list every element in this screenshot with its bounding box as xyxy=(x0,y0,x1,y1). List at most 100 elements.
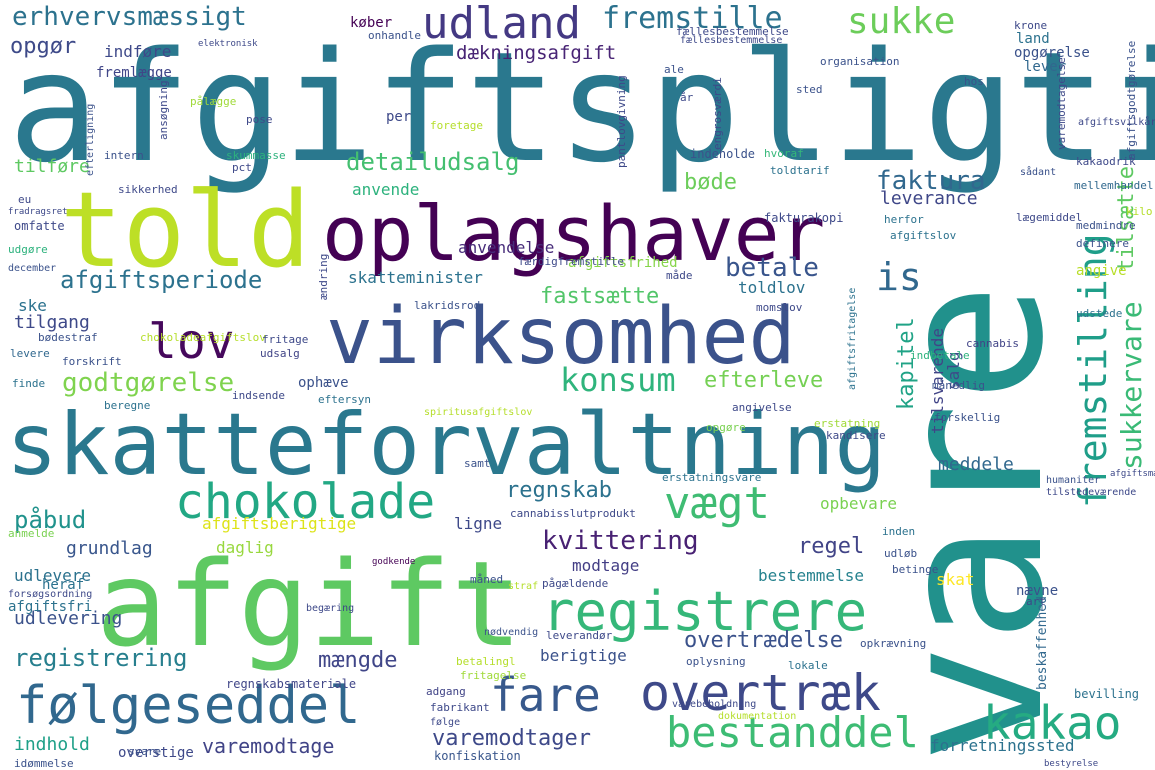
word: opkrævning xyxy=(860,637,927,650)
word: art xyxy=(1026,595,1046,608)
word: spiritusafgiftslov xyxy=(424,407,533,418)
word: regnskab xyxy=(506,478,612,503)
word: told xyxy=(60,169,311,291)
word: definere xyxy=(1076,237,1129,250)
word: cannabis xyxy=(966,337,1019,350)
word: kvittering xyxy=(542,526,699,556)
word: varemodtagelse xyxy=(1055,57,1068,150)
word: anmelde xyxy=(8,527,55,540)
word: registrere xyxy=(542,580,868,643)
word: varemodtage xyxy=(202,734,335,758)
word: sukkervare xyxy=(1115,301,1148,470)
word: følgeseddel xyxy=(16,676,361,736)
word: land xyxy=(1016,31,1050,47)
word: lokale xyxy=(788,659,828,672)
word: cannabisslutprodukt xyxy=(510,507,636,520)
word: per xyxy=(386,109,412,125)
word: forskrift xyxy=(62,355,122,368)
word: sikkerhed xyxy=(118,183,178,196)
word: konsum xyxy=(560,361,676,399)
word: efterleve xyxy=(704,368,824,393)
word: fritagelse xyxy=(460,669,527,682)
word: pålægge xyxy=(190,95,237,108)
word: organisation xyxy=(820,55,900,68)
word: sted xyxy=(796,83,823,96)
word: afgiftsmæssig xyxy=(1110,469,1155,479)
word: overtræk xyxy=(640,664,881,722)
word: dokumentation xyxy=(718,711,797,722)
word: bestanddel xyxy=(666,708,919,757)
word: pågældende xyxy=(542,577,609,590)
word: konfiskation xyxy=(434,749,521,763)
word: straf xyxy=(508,581,539,592)
word: ske xyxy=(18,296,47,315)
word: ophæve xyxy=(298,375,349,391)
word: udlevere xyxy=(14,566,92,585)
word: skummasse xyxy=(226,149,286,162)
word: indeholde xyxy=(690,147,756,161)
word: engrosværdi xyxy=(711,77,724,150)
word: foretage xyxy=(430,119,483,132)
word: år xyxy=(680,91,694,104)
word: momslov xyxy=(756,301,803,314)
word: leverance xyxy=(880,188,978,209)
word: tilgang xyxy=(14,312,90,333)
word: krone xyxy=(1014,19,1048,32)
word: bøde xyxy=(684,170,737,195)
word: grundlag xyxy=(66,538,153,559)
word: kandisere xyxy=(826,429,886,442)
word: intern xyxy=(104,149,144,162)
word: bestyrelse xyxy=(1044,759,1099,769)
word: erstatning xyxy=(814,417,881,430)
word: pantlovgivning xyxy=(615,75,628,168)
word: afgiftsfri xyxy=(8,599,93,615)
word: overtrædelse xyxy=(684,628,843,653)
word: chokolade xyxy=(175,474,436,530)
word: afgiftsperiode xyxy=(60,266,263,294)
word: leverandør xyxy=(546,629,613,642)
word: følge xyxy=(430,717,461,728)
word: hvoraf xyxy=(764,147,804,160)
word: fællesbestemmelse xyxy=(676,25,789,38)
word: anvende xyxy=(352,180,420,199)
word: skat xyxy=(936,570,975,589)
word: meddele xyxy=(938,454,1014,475)
word: tilføre xyxy=(14,156,90,177)
word: inden xyxy=(882,525,916,538)
word: opbevare xyxy=(820,494,898,513)
word: godkende xyxy=(372,557,416,567)
word: kilo xyxy=(1126,205,1153,218)
word: afgiftsgodtgørelse xyxy=(1125,40,1138,160)
word: december xyxy=(8,263,57,274)
word: regnskabsmateriale xyxy=(226,677,357,691)
word: betale xyxy=(725,253,819,283)
word: detailudsalg xyxy=(346,148,520,176)
word: mellemhandel xyxy=(1074,179,1154,192)
word: afgiftspligtig xyxy=(8,19,1155,196)
word: modtage xyxy=(572,556,640,575)
word: bestemmelse xyxy=(758,566,864,585)
word: anvendelse xyxy=(458,238,555,257)
word: toldtarif xyxy=(770,164,830,177)
word: overstige xyxy=(118,745,194,761)
word: opgøre xyxy=(706,421,746,434)
word: eu xyxy=(18,193,32,206)
word: opgør xyxy=(10,34,77,59)
word: udløb xyxy=(884,547,918,560)
word: virksomhed xyxy=(326,292,796,382)
word: fradragsret xyxy=(8,207,68,217)
word: fritage xyxy=(262,333,309,346)
word: onhandle xyxy=(368,29,421,42)
word: udsalg xyxy=(260,347,300,360)
word: elektronisk xyxy=(198,39,258,49)
word: erhvervsmæssigt xyxy=(12,2,247,32)
word: lever xyxy=(1024,59,1067,75)
word: pct xyxy=(232,161,252,174)
word: tilstedeværende xyxy=(1046,487,1137,498)
word: svare xyxy=(128,745,162,758)
word: sådant xyxy=(1020,167,1057,178)
word: efterligning xyxy=(85,103,96,176)
word: skatteforvaltning xyxy=(6,395,887,495)
word: nævne xyxy=(1016,583,1059,599)
